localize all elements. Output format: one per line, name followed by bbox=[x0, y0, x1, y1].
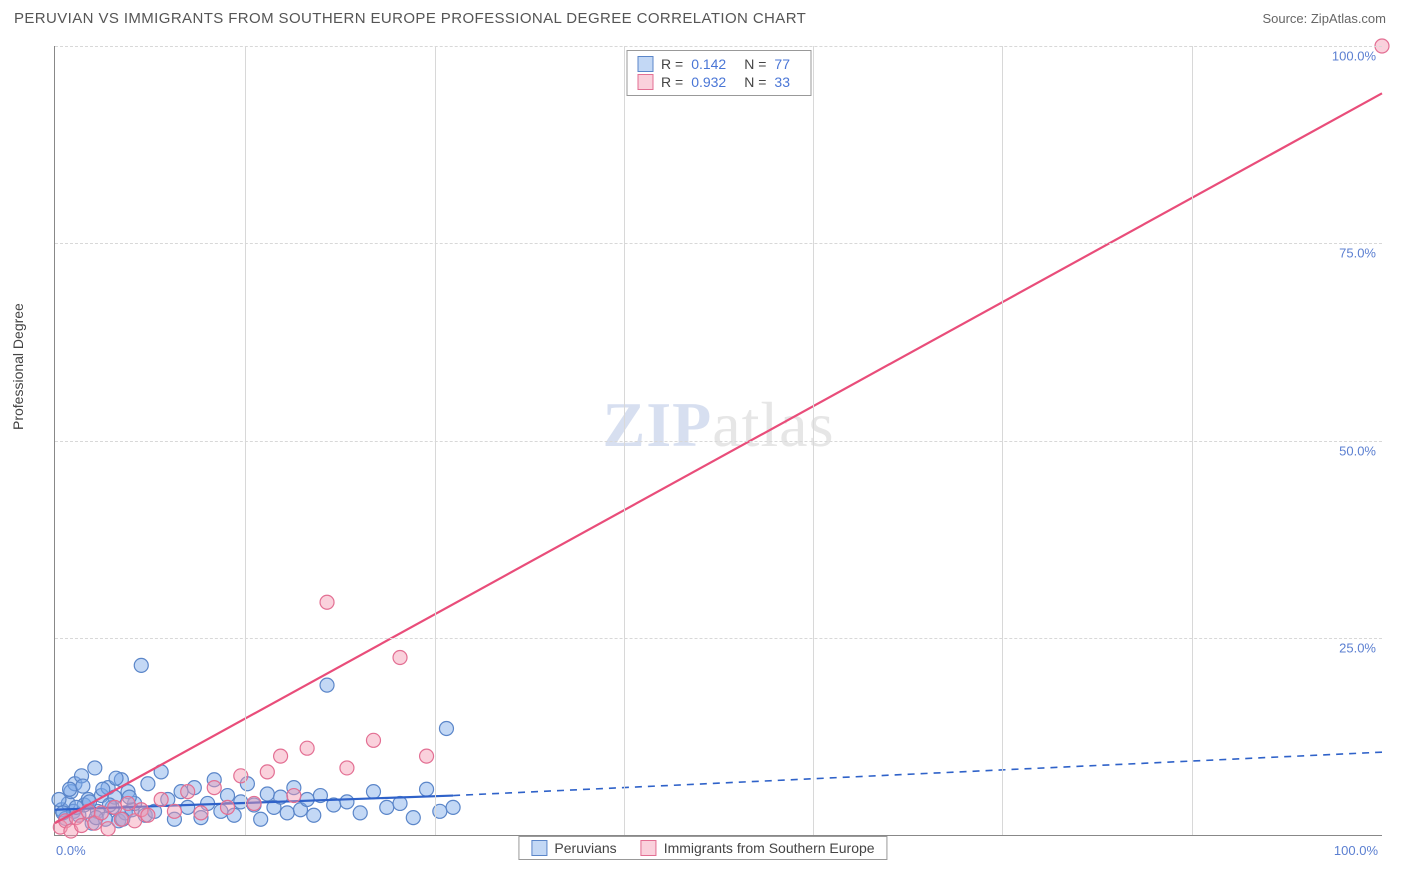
gridline-h bbox=[55, 638, 1382, 639]
scatter-point bbox=[141, 777, 155, 791]
y-tick-label: 75.0% bbox=[1339, 246, 1376, 261]
regression-line bbox=[55, 93, 1382, 823]
legend-label-southern-europe: Immigrants from Southern Europe bbox=[664, 840, 875, 856]
y-axis-label: Professional Degree bbox=[10, 303, 26, 430]
scatter-point bbox=[420, 782, 434, 796]
scatter-point bbox=[154, 792, 168, 806]
scatter-point bbox=[194, 806, 208, 820]
scatter-point bbox=[320, 595, 334, 609]
chart-area: Professional Degree ZIPatlas R = 0.142 N… bbox=[14, 40, 1392, 880]
chart-title: PERUVIAN VS IMMIGRANTS FROM SOUTHERN EUR… bbox=[14, 10, 806, 27]
swatch-icon bbox=[641, 840, 657, 856]
source-prefix: Source: bbox=[1262, 11, 1310, 26]
scatter-point bbox=[439, 721, 453, 735]
x-axis-max-label: 100.0% bbox=[1334, 843, 1378, 858]
scatter-point bbox=[134, 658, 148, 672]
legend-item-southern-europe: Immigrants from Southern Europe bbox=[641, 840, 875, 856]
scatter-point bbox=[207, 781, 221, 795]
scatter-point bbox=[280, 806, 294, 820]
gridline-v bbox=[624, 46, 625, 835]
scatter-point bbox=[260, 765, 274, 779]
scatter-point bbox=[181, 800, 195, 814]
scatter-point bbox=[287, 789, 301, 803]
gridline-v bbox=[435, 46, 436, 835]
y-tick-label: 25.0% bbox=[1339, 640, 1376, 655]
scatter-point bbox=[121, 796, 135, 810]
scatter-point bbox=[63, 782, 77, 796]
scatter-point bbox=[380, 800, 394, 814]
scatter-point bbox=[353, 806, 367, 820]
x-axis-min-label: 0.0% bbox=[56, 843, 86, 858]
plot-region: ZIPatlas R = 0.142 N = 77 R = 0.932 N = … bbox=[54, 46, 1382, 836]
scatter-point bbox=[300, 741, 314, 755]
chart-header: PERUVIAN VS IMMIGRANTS FROM SOUTHERN EUR… bbox=[0, 0, 1406, 33]
scatter-point bbox=[340, 761, 354, 775]
gridline-v bbox=[1002, 46, 1003, 835]
gridline-h bbox=[55, 46, 1382, 47]
scatter-point bbox=[274, 749, 288, 763]
y-tick-label: 50.0% bbox=[1339, 443, 1376, 458]
scatter-point bbox=[75, 819, 89, 833]
swatch-icon bbox=[531, 840, 547, 856]
scatter-point bbox=[114, 812, 128, 826]
scatter-point bbox=[420, 749, 434, 763]
legend-item-peruvians: Peruvians bbox=[531, 840, 616, 856]
scatter-point bbox=[393, 650, 407, 664]
scatter-point bbox=[340, 795, 354, 809]
gridline-v bbox=[1192, 46, 1193, 835]
scatter-point bbox=[52, 792, 66, 806]
legend-label-peruvians: Peruvians bbox=[554, 840, 616, 856]
source-link[interactable]: ZipAtlas.com bbox=[1311, 11, 1386, 26]
scatter-point bbox=[260, 787, 274, 801]
y-tick-label: 100.0% bbox=[1332, 49, 1376, 64]
scatter-point bbox=[141, 808, 155, 822]
scatter-point bbox=[101, 822, 115, 836]
gridline-h bbox=[55, 243, 1382, 244]
scatter-point bbox=[254, 812, 268, 826]
scatter-point bbox=[181, 785, 195, 799]
scatter-point bbox=[406, 811, 420, 825]
scatter-point bbox=[446, 800, 460, 814]
gridline-h bbox=[55, 441, 1382, 442]
scatter-point bbox=[109, 771, 123, 785]
scatter-point bbox=[88, 761, 102, 775]
scatter-point bbox=[320, 678, 334, 692]
scatter-point bbox=[221, 800, 235, 814]
scatter-point bbox=[366, 733, 380, 747]
scatter-point bbox=[366, 785, 380, 799]
scatter-point bbox=[94, 806, 108, 820]
gridline-v bbox=[813, 46, 814, 835]
gridline-v bbox=[245, 46, 246, 835]
scatter-point bbox=[167, 804, 181, 818]
scatter-point bbox=[247, 796, 261, 810]
scatter-point bbox=[307, 808, 321, 822]
scatter-point bbox=[76, 779, 90, 793]
chart-source: Source: ZipAtlas.com bbox=[1262, 11, 1386, 26]
bottom-legend: Peruvians Immigrants from Southern Europ… bbox=[518, 836, 887, 860]
regression-line-dashed bbox=[453, 752, 1382, 795]
